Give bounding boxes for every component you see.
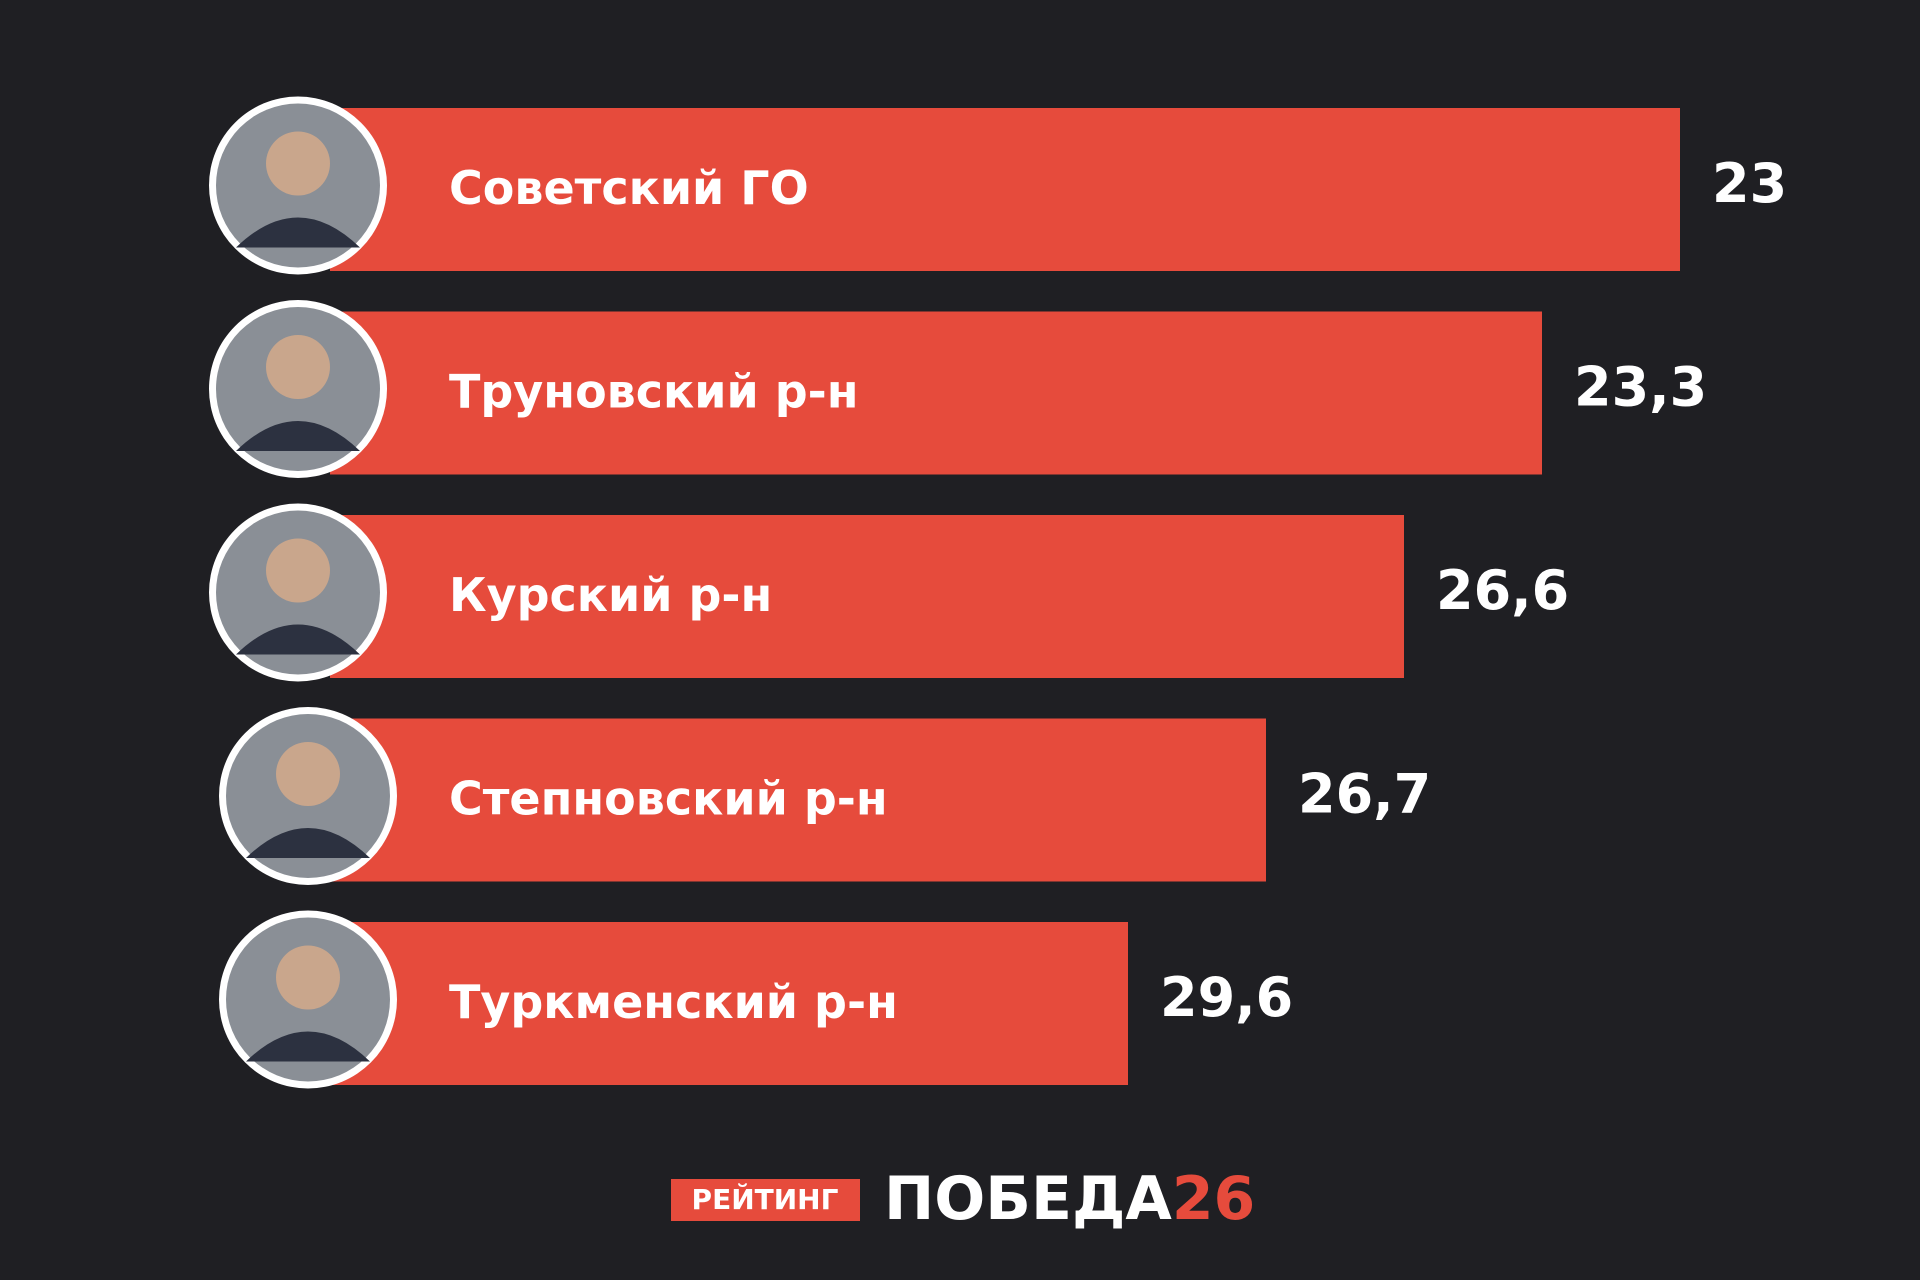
avatar-head [266,131,330,196]
avatar-head [266,335,330,399]
avatar-head [276,945,340,1010]
footer-tag: РЕЙТИНГ [692,1182,839,1216]
avatar-body [246,828,370,858]
bar [330,922,1128,1085]
bar [330,108,1680,271]
brand-name: ПОБЕДА [884,1164,1172,1234]
category-label: Труновский р-н [449,365,859,419]
avatar-head [266,538,330,603]
footer-brand: ПОБЕДА26 [884,1164,1255,1234]
footer-tag-box [671,1179,860,1221]
value-label: 26,6 [1436,559,1569,622]
category-label: Туркменский р-н [449,975,898,1029]
avatar-body [236,421,360,451]
category-label: Советский ГО [449,161,809,215]
avatar-head [276,742,340,806]
value-label: 26,7 [1298,763,1431,826]
category-label: Степновский р-н [449,772,888,826]
brand-number: 26 [1172,1164,1256,1234]
bar [330,718,1266,882]
bars: Советский ГО 23 Труновский р-н 23,3 Курский … [209,96,1787,1089]
value-label: 29,6 [1160,966,1293,1029]
avatar-body [246,1031,370,1062]
avatar-body [236,624,360,655]
category-label: Курский р-н [449,568,772,622]
value-label: 23 [1712,152,1787,215]
bar [330,311,1542,475]
avatar-body [236,217,360,248]
value-label: 23,3 [1574,356,1707,419]
bar [330,515,1404,678]
